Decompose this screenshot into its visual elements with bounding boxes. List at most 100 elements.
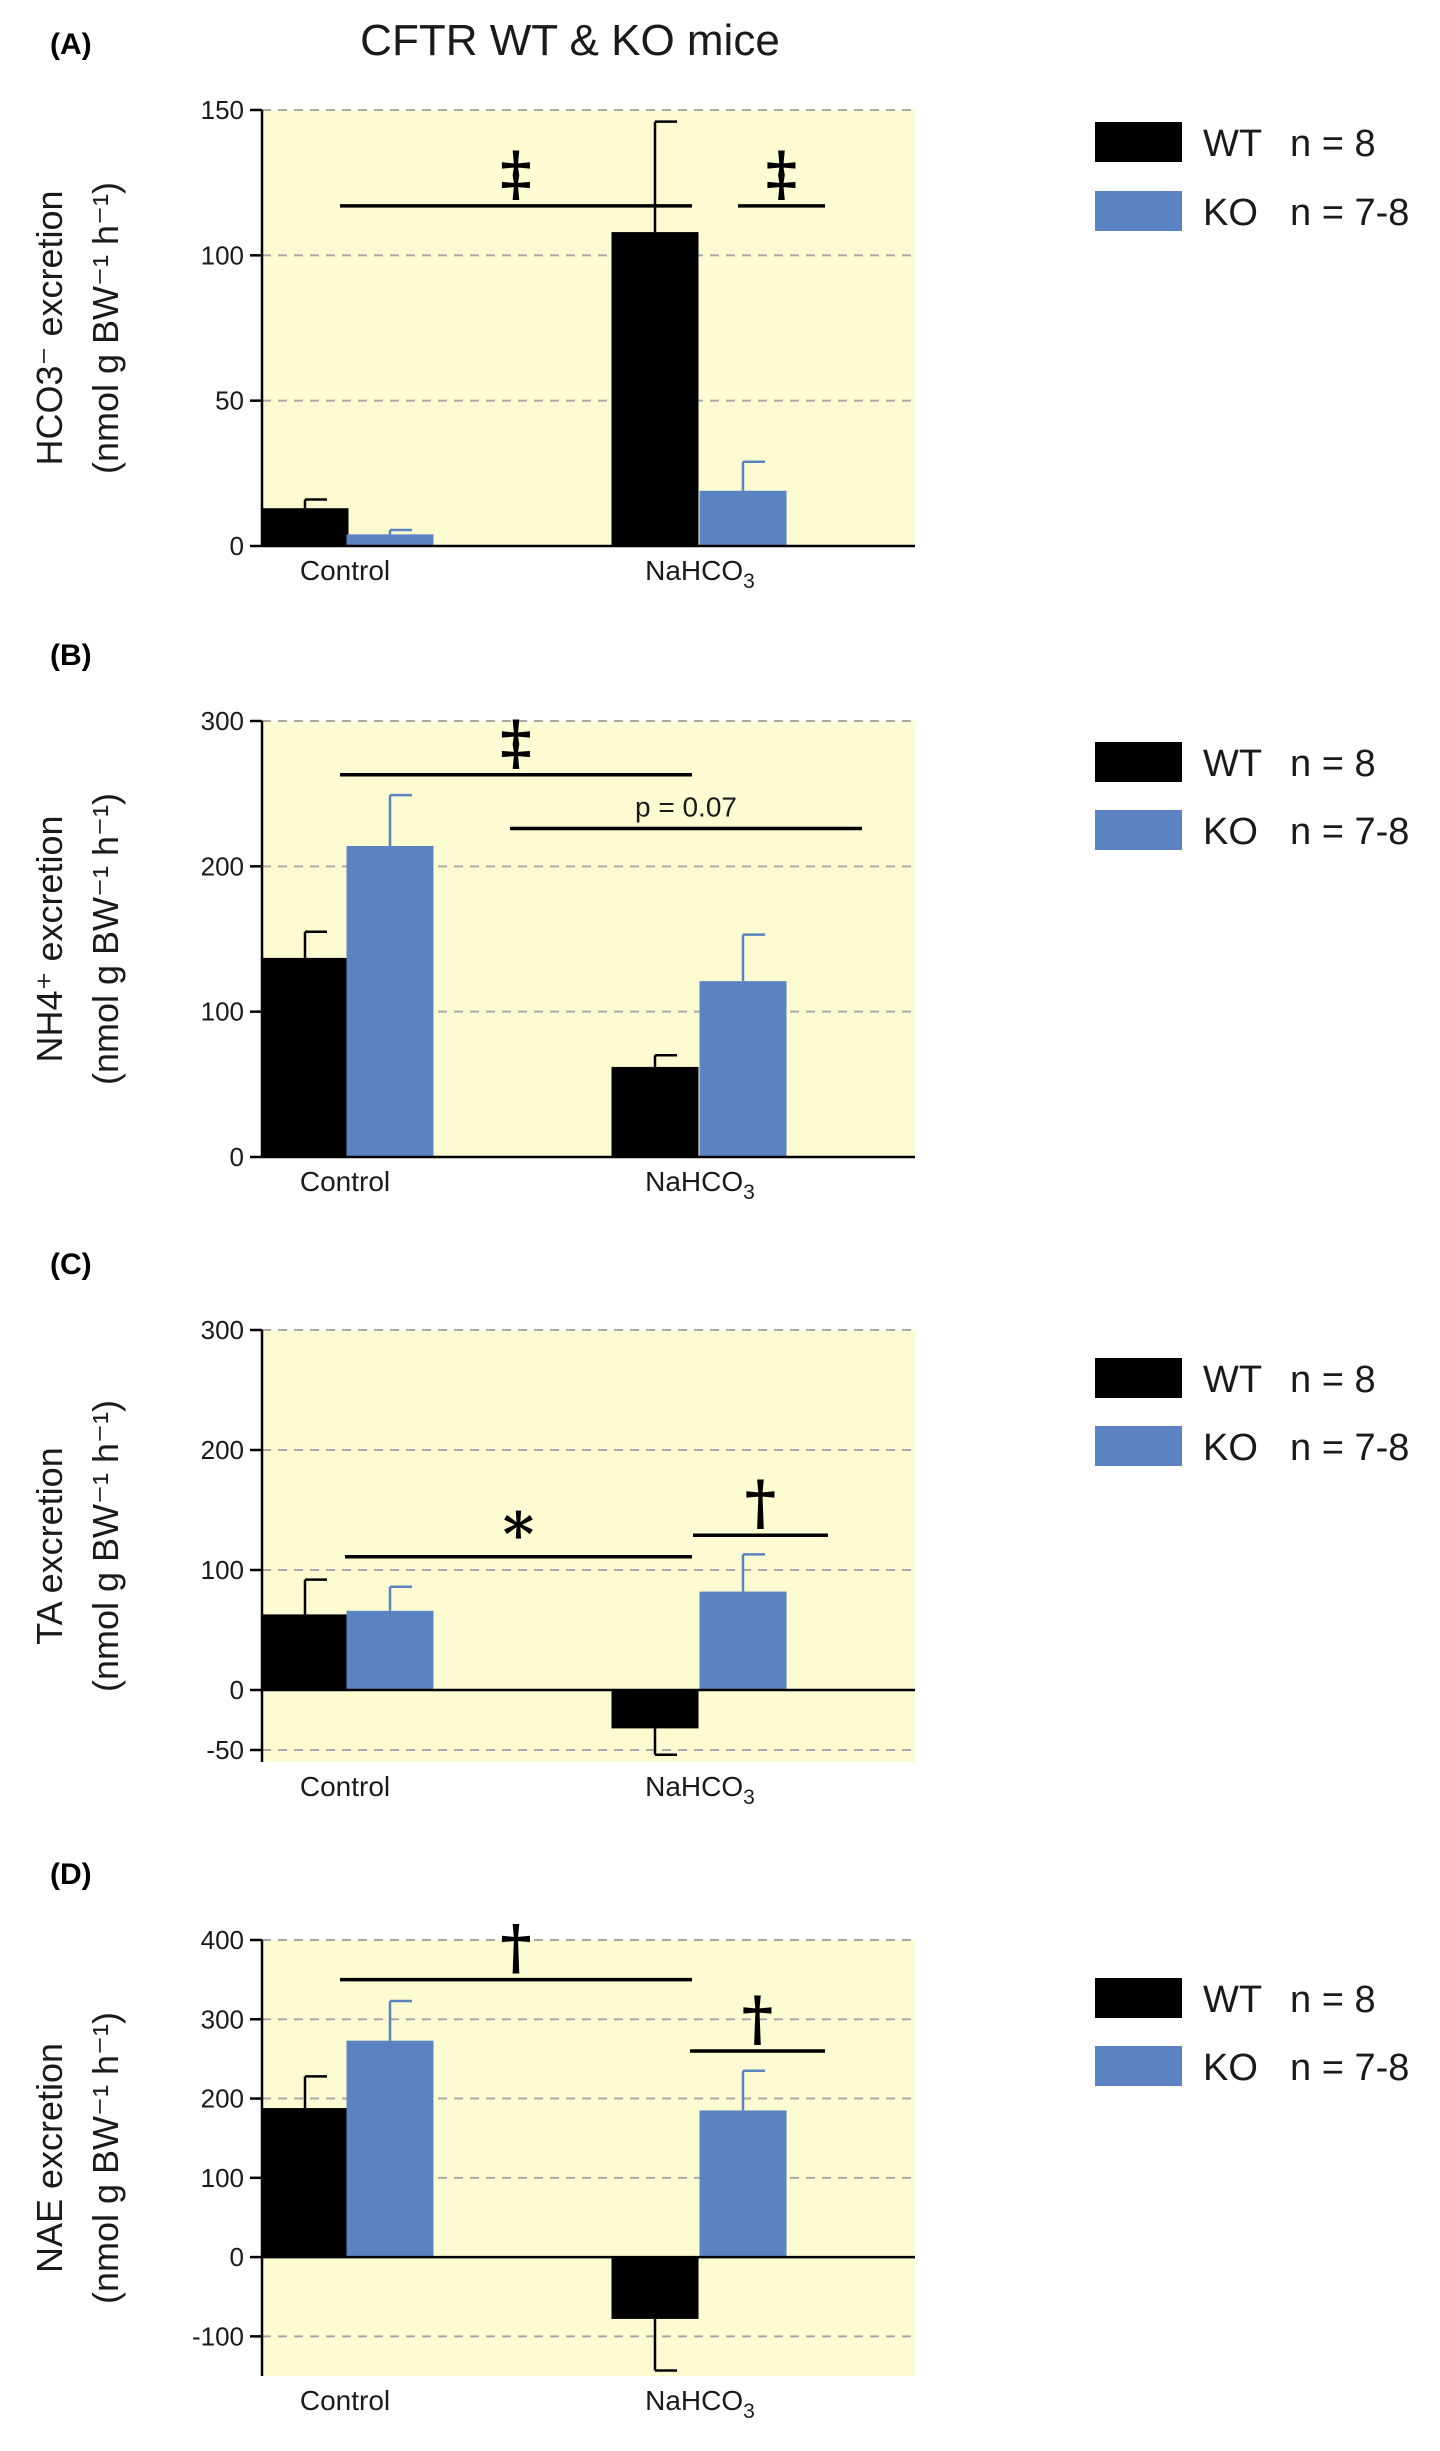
- legend-label: KO: [1203, 1427, 1258, 1469]
- panel-label: (A): [50, 28, 92, 61]
- legend-label: WT: [1203, 743, 1262, 785]
- y-tick-label: -100: [192, 2321, 244, 2351]
- y-tick-label: 100: [201, 2163, 244, 2193]
- category-label: NaHCO3: [645, 2385, 755, 2423]
- legend-label: KO: [1203, 2047, 1258, 2089]
- y-axis-units: (nmol g BW⁻¹ h⁻¹): [85, 182, 126, 474]
- legend-label: WT: [1203, 1979, 1262, 2021]
- chart-panel-4: -100 0 100 200 300 400 Control NaHCO3 (D) NAE exc…: [29, 1858, 1409, 2423]
- y-tick-label: 100: [201, 997, 244, 1027]
- legend-swatch-wt: [1095, 122, 1182, 162]
- legend-swatch-ko: [1095, 2046, 1182, 2086]
- bar-wt-control: [261, 1614, 349, 1690]
- y-tick-label: 300: [201, 706, 244, 736]
- category-label: Control: [300, 2385, 390, 2416]
- y-axis-label: NH4⁺ excretion: [29, 815, 70, 1062]
- legend-n: n = 8: [1290, 743, 1376, 785]
- legend-n: n = 7-8: [1290, 192, 1409, 234]
- bar-wt-control: [261, 2108, 349, 2258]
- legend-swatch-ko: [1095, 1426, 1182, 1466]
- legend-n: n = 8: [1290, 1359, 1376, 1401]
- legend-n: n = 8: [1290, 1979, 1376, 2021]
- bar-ko-control: [346, 1610, 434, 1690]
- panel-label: (B): [50, 639, 92, 672]
- bar-ko-control: [346, 2040, 434, 2258]
- bar-wt-control: [261, 957, 349, 1157]
- bar-wt-nahco3: [611, 232, 699, 546]
- plot-background: [262, 110, 915, 546]
- y-tick-label: 0: [230, 2242, 244, 2272]
- y-tick-label: 200: [201, 2084, 244, 2114]
- y-tick-label: 200: [201, 851, 244, 881]
- y-tick-label: 300: [201, 2004, 244, 2034]
- significance-mark: ‡: [500, 139, 531, 209]
- significance-mark: *: [503, 1500, 534, 1570]
- legend-swatch-wt: [1095, 1358, 1182, 1398]
- y-tick-label: 50: [215, 386, 244, 416]
- y-tick-label: -50: [206, 1735, 244, 1765]
- category-label: Control: [300, 555, 390, 586]
- legend: WT n = 8 KO n = 7-8: [1095, 1978, 1409, 2089]
- bar-ko-nahco3: [699, 2110, 787, 2258]
- chart-panel-2: 0 100 200 300 Control NaHCO3 (B) NH4⁺ excretion…: [29, 639, 1409, 1204]
- legend: WT n = 8 KO n = 7-8: [1095, 742, 1409, 853]
- bar-wt-nahco3: [611, 2257, 699, 2319]
- y-tick-label: 0: [230, 531, 244, 561]
- y-axis-label: TA excretion: [29, 1447, 70, 1644]
- bar-ko-nahco3: [699, 981, 787, 1157]
- category-label: NaHCO3: [645, 555, 755, 593]
- category-label: NaHCO3: [645, 1166, 755, 1204]
- significance-mark: †: [742, 1984, 773, 2054]
- legend: WT n = 8 KO n = 7-8: [1095, 1358, 1409, 1469]
- y-axis-units: (nmol g BW⁻¹ h⁻¹): [85, 793, 126, 1085]
- legend-swatch-ko: [1095, 810, 1182, 850]
- category-label: Control: [300, 1166, 390, 1197]
- bar-ko-control: [346, 534, 434, 546]
- y-tick-label: 100: [201, 240, 244, 270]
- bar-ko-nahco3: [699, 1591, 787, 1690]
- significance-mark: ‡: [766, 139, 797, 209]
- bar-wt-nahco3: [611, 1690, 699, 1729]
- category-label: Control: [300, 1771, 390, 1802]
- y-tick-label: 0: [230, 1142, 244, 1172]
- y-axis-label: HCO3⁻ excretion: [29, 190, 70, 465]
- legend-swatch-wt: [1095, 742, 1182, 782]
- y-axis-units: (nmol g BW⁻¹ h⁻¹): [85, 1400, 126, 1692]
- bar-ko-nahco3: [699, 490, 787, 546]
- p-value-label: p = 0.07: [635, 792, 737, 823]
- significance-mark: †: [500, 1913, 531, 1983]
- bar-wt-nahco3: [611, 1066, 699, 1157]
- chart-panel-3: -50 0 100 200 300 Control NaHCO3 (C) TA excretio…: [29, 1248, 1409, 1809]
- legend-n: n = 7-8: [1290, 811, 1409, 853]
- legend-label: KO: [1203, 192, 1258, 234]
- legend-label: KO: [1203, 811, 1258, 853]
- bar-wt-control: [261, 508, 349, 546]
- y-tick-label: 100: [201, 1555, 244, 1585]
- figure-title: CFTR WT & KO mice: [360, 16, 780, 65]
- bar-ko-control: [346, 845, 434, 1157]
- panel-label: (D): [50, 1858, 92, 1891]
- legend-label: WT: [1203, 123, 1262, 165]
- y-axis-label: NAE excretion: [29, 2043, 70, 2273]
- plot-background: [262, 1330, 915, 1762]
- legend-n: n = 7-8: [1290, 2047, 1409, 2089]
- y-tick-label: 0: [230, 1675, 244, 1705]
- y-tick-label: 400: [201, 1925, 244, 1955]
- significance-mark: †: [745, 1468, 776, 1538]
- legend-swatch-wt: [1095, 1978, 1182, 2018]
- y-tick-label: 200: [201, 1435, 244, 1465]
- legend: WT n = 8 KO n = 7-8: [1095, 122, 1409, 234]
- chart-panel-1: 0 50 100 150 Control NaHCO3 (A) HCO3⁻ excretion…: [29, 28, 1409, 593]
- panels: 0 50 100 150 Control NaHCO3 (A) HCO3⁻ excretion…: [29, 28, 1409, 2423]
- panel-label: (C): [50, 1248, 92, 1281]
- category-label: NaHCO3: [645, 1771, 755, 1809]
- legend-n: n = 8: [1290, 123, 1376, 165]
- legend-label: WT: [1203, 1359, 1262, 1401]
- legend-n: n = 7-8: [1290, 1427, 1409, 1469]
- y-axis-units: (nmol g BW⁻¹ h⁻¹): [85, 2012, 126, 2304]
- significance-mark: ‡: [500, 708, 531, 778]
- legend-swatch-ko: [1095, 191, 1182, 231]
- y-tick-label: 150: [201, 95, 244, 125]
- y-tick-label: 300: [201, 1315, 244, 1345]
